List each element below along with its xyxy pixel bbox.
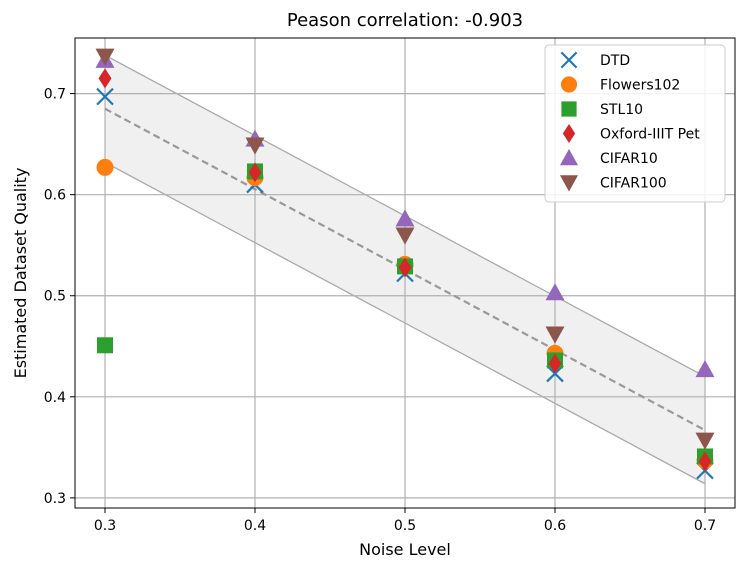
x-mark-stroke	[96, 87, 114, 106]
legend-marker-cifar10	[559, 148, 579, 166]
legend-marker-dtd	[560, 51, 578, 69]
x-axis-label: Noise Level	[359, 540, 451, 559]
legend-marker-oxford-iiit-pet	[562, 124, 576, 143]
x-tick-label: 0.7	[694, 518, 716, 534]
legend-label-cifar100: CIFAR100	[600, 176, 667, 192]
regression-fit-line	[104, 107, 706, 432]
y-tick-label: 0.3	[44, 491, 66, 507]
legend-label-stl10: STL10	[600, 102, 643, 118]
data-point-cifar10	[395, 209, 415, 227]
legend-marker-cifar100	[559, 175, 579, 192]
legend-label-cifar10: CIFAR10	[600, 151, 658, 167]
data-point-cifar10	[545, 283, 565, 301]
data-point-oxford-iiit-pet	[248, 162, 262, 183]
y-tick-label: 0.6	[44, 188, 66, 204]
data-point-cifar10	[695, 360, 715, 378]
legend-marker-flowers102	[560, 76, 578, 93]
data-point-flowers102	[96, 158, 114, 176]
data-point-oxford-iiit-pet	[548, 353, 562, 374]
legend-label-flowers102: Flowers102	[600, 78, 680, 94]
x-tick-label: 0.5	[394, 518, 416, 534]
data-point-oxford-iiit-pet	[398, 257, 412, 278]
fit-line-layer	[104, 107, 706, 432]
ticks-layer: 0.3 0.4 0.5 0.6 0.7 0.3 0.4 0.5 0.6 0.7	[44, 87, 716, 534]
data-point-cifar100	[395, 227, 415, 245]
legend-label-dtd: DTD	[600, 53, 630, 69]
chart-title: Peason correlation: -0.903	[287, 10, 523, 31]
y-tick-label: 0.5	[44, 289, 66, 305]
legend-marker-stl10	[561, 101, 577, 117]
x-mark-stroke	[560, 51, 578, 69]
data-point-stl10	[97, 337, 113, 354]
data-points-layer	[95, 48, 715, 480]
series-oxford-iiit-pet	[98, 68, 712, 472]
x-tick-label: 0.4	[244, 518, 266, 534]
legend-label-oxford-iiit-pet: Oxford-IIIT Pet	[600, 127, 700, 143]
data-point-cifar100	[545, 326, 565, 344]
legend-box	[544, 44, 726, 203]
legend: DTD Flowers102 STL10 Oxford-IIIT Pet CIFAR10…	[544, 44, 726, 203]
data-point-cifar100	[95, 48, 115, 66]
data-point-cifar100	[695, 432, 715, 450]
x-tick-label: 0.3	[94, 518, 116, 534]
data-point-dtd	[96, 87, 114, 106]
y-tick-label: 0.4	[44, 390, 66, 406]
series-cifar100	[95, 48, 715, 450]
data-point-oxford-iiit-pet	[698, 451, 712, 472]
data-point-oxford-iiit-pet	[98, 68, 112, 89]
y-axis-label: Estimated Dataset Quality	[11, 168, 30, 379]
x-tick-label: 0.6	[544, 518, 566, 534]
data-point-cifar100	[245, 137, 265, 155]
y-tick-label: 0.7	[44, 87, 66, 103]
